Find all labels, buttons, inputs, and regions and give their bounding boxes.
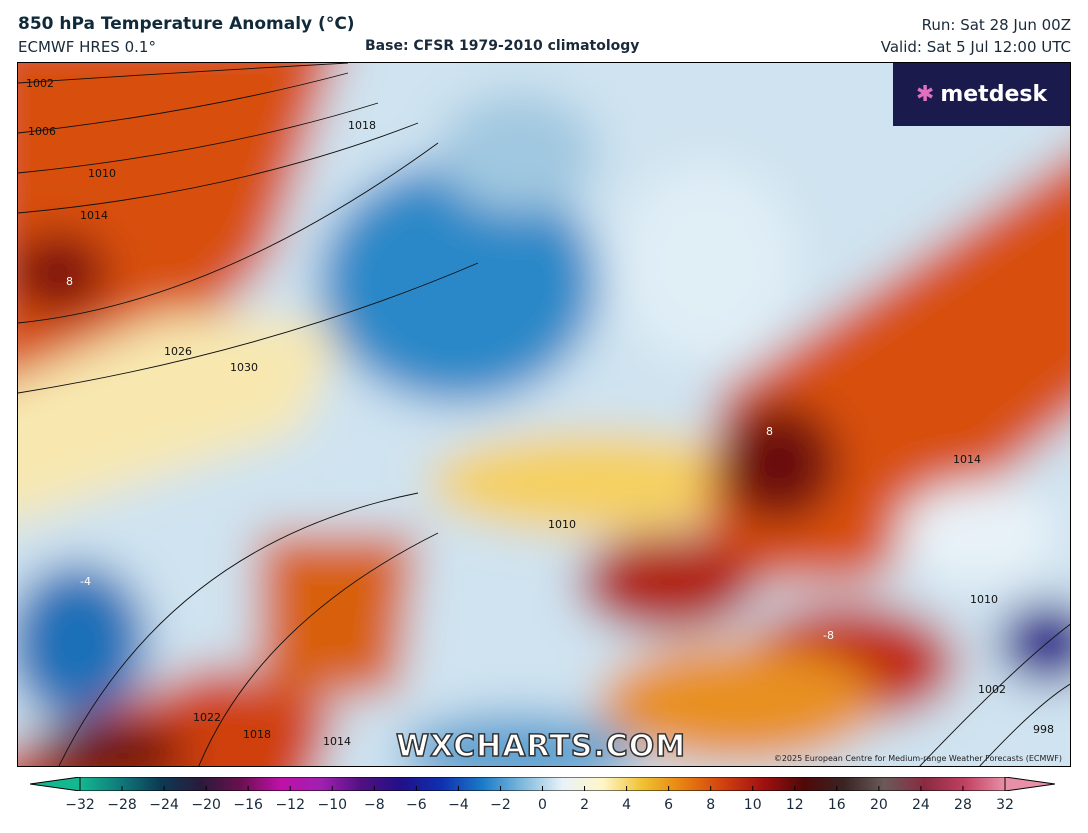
- anomaly-label: 8: [66, 275, 73, 288]
- colorbar-tick-label: −10: [317, 797, 348, 813]
- colorbar-min-arrow: [30, 777, 81, 791]
- colorbar-tick-label: 6: [664, 797, 674, 813]
- colorbar-tick-label: 0: [538, 797, 547, 813]
- isobar-label: 1006: [28, 125, 56, 138]
- colorbar-tick-label: 8: [706, 797, 716, 813]
- anomaly-label: -8: [823, 629, 834, 642]
- colorbar-tick-label: −6: [406, 797, 427, 813]
- colorbar-tick-label: −8: [363, 797, 385, 813]
- metdesk-logo: ✱ metdesk: [893, 63, 1070, 126]
- colorbar-tick-label: −4: [448, 797, 469, 813]
- colorbar-tick-label: −2: [490, 797, 511, 813]
- colorbar-max-arrow: [1004, 777, 1055, 791]
- colorbar-tick-label: 32: [996, 797, 1014, 813]
- model-name: ECMWF HRES 0.1°: [18, 38, 156, 56]
- watermark: WXCHARTS.COM: [395, 728, 687, 765]
- colorbar: [30, 777, 1055, 791]
- colorbar-tick-label: 20: [869, 797, 888, 813]
- isobar-label: 1018: [243, 728, 271, 741]
- colorbar-tick-label: −16: [233, 797, 263, 813]
- colorbar-tick-label: 12: [785, 797, 804, 813]
- colorbar-tick-label: 10: [743, 797, 762, 813]
- anomaly-field: [18, 63, 1070, 766]
- colorbar-tick-label: −12: [275, 797, 305, 813]
- chart-title: 850 hPa Temperature Anomaly (°C): [18, 14, 355, 34]
- isobar-label: 1018: [348, 119, 376, 132]
- isobar-label: 1010: [548, 518, 576, 531]
- colorbar-tick-label: 2: [580, 797, 589, 813]
- colorbar-tick-label: −24: [149, 797, 179, 813]
- colorbar-tick-label: 4: [622, 797, 632, 813]
- valid-time: Valid: Sat 5 Jul 12:00 UTC: [880, 38, 1071, 56]
- colorbar-tick-label: 28: [954, 797, 972, 813]
- isobar-label: 998: [1033, 723, 1054, 736]
- isobar-label: 1026: [164, 345, 192, 358]
- climatology-base: Base: CFSR 1979-2010 climatology: [365, 38, 640, 54]
- anomaly-label: 8: [766, 425, 773, 438]
- isobar-label: 1022: [193, 711, 221, 724]
- isobar-label: 1014: [323, 735, 351, 748]
- colorbar-tick-label: 24: [911, 797, 930, 813]
- colorbar-tick-label: 16: [827, 797, 846, 813]
- copyright: ©2025 European Centre for Medium-range W…: [773, 754, 1062, 763]
- isobar-label: 1010: [970, 593, 998, 606]
- colorbar-tick-label: −20: [191, 797, 221, 813]
- isobars: [18, 63, 1070, 766]
- sparkle-logo-icon: ✱: [915, 82, 935, 107]
- anomaly-label: -4: [80, 575, 91, 588]
- anomaly-map: 1002 1006 1010 1014 1018 1026 1030 1022 …: [17, 62, 1071, 767]
- isobar-label: 1010: [88, 167, 116, 180]
- isobar-label: 1030: [230, 361, 258, 374]
- isobar-label: 1014: [80, 209, 108, 222]
- colorbar-tick-label: −32: [65, 797, 95, 813]
- run-time: Run: Sat 28 Jun 00Z: [921, 16, 1071, 34]
- colorbar-tick-label: −28: [107, 797, 137, 813]
- isobar-label: 1002: [26, 77, 54, 90]
- isobar-label: 1002: [978, 683, 1006, 696]
- isobar-label: 1014: [953, 453, 981, 466]
